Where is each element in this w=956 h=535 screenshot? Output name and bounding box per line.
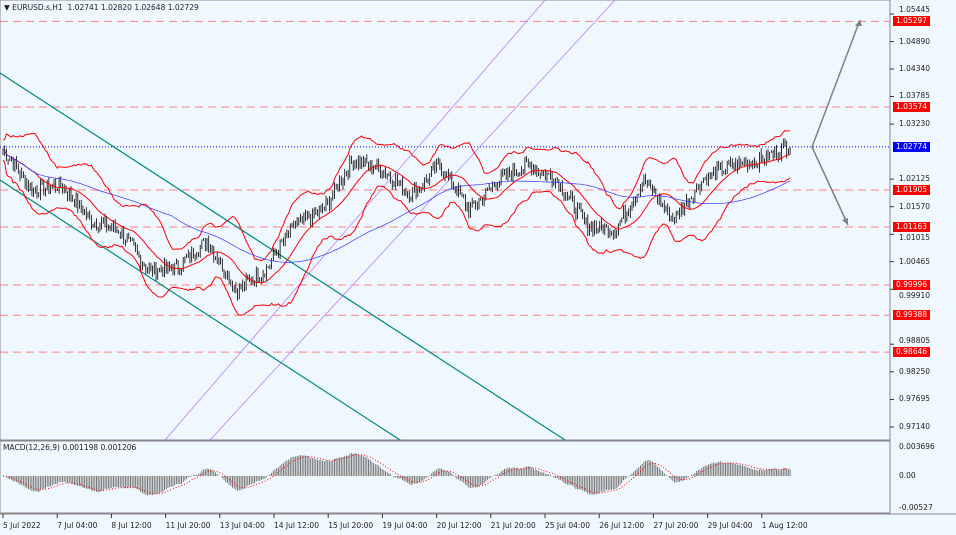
fib-channel-line (164, 0, 546, 441)
price-tick-label: 0.97140 (899, 422, 931, 431)
time-tick-label: 5 Jul 2022 (3, 521, 41, 530)
time-tick-label: 8 Jul 12:00 (111, 521, 152, 530)
time-tick-label: 19 Jul 04:00 (382, 521, 428, 530)
low-value: 1.02648 (134, 3, 166, 12)
bollinger-lower (2, 159, 791, 316)
open-value: 1.02741 (67, 3, 99, 12)
time-tick-label: 27 Jul 20:00 (653, 521, 699, 530)
level-price-tag: 0.98646 (893, 347, 931, 358)
time-tick-label: 29 Jul 04:00 (707, 521, 753, 530)
price-tick-label: 1.04340 (899, 63, 931, 73)
level-price-tag: 1.01163 (893, 221, 931, 232)
price-tick-label: 1.00465 (899, 256, 931, 266)
price-tick-label: 0.98805 (899, 336, 931, 346)
price-tick-label: 1.03230 (899, 119, 931, 129)
level-price-tag: 0.99996 (893, 279, 931, 290)
bollinger-upper (2, 130, 791, 262)
time-tick-label: 26 Jul 12:00 (599, 521, 645, 530)
macd-tick-label: 0.003696 (899, 441, 935, 451)
current-price-tag: 1.02774 (893, 141, 931, 152)
macd-signal: 0.001206 (100, 443, 137, 452)
price-tick-label: 1.04890 (899, 36, 931, 46)
price-tick-label: 0.99910 (899, 290, 931, 300)
time-tick-label: 21 Jul 20:00 (490, 521, 536, 530)
macd-signal-line (2, 454, 791, 495)
trend-channel-upper (0, 72, 566, 441)
price-tick-label: 1.01015 (899, 232, 931, 242)
macd-tick-label: -0.00527 (899, 503, 933, 512)
time-tick-label: 11 Jul 20:00 (165, 521, 211, 530)
symbol-header: ▼ EURUSD.s,H1 1.02741 1.02820 1.02648 1.… (4, 3, 199, 12)
high-value: 1.02820 (100, 3, 132, 12)
macd-main: 0.001198 (62, 443, 99, 452)
time-tick-label: 7 Jul 04:00 (57, 521, 98, 530)
level-price-tag: 1.03574 (893, 102, 931, 113)
macd-tick-label: 0.00 (899, 471, 916, 480)
bollinger-middle (2, 149, 791, 284)
level-price-tag: 1.05297 (893, 16, 931, 27)
time-tick-label: 25 Jul 04:00 (545, 521, 590, 530)
price-tick-label: 1.05445 (899, 5, 931, 15)
time-tick-label: 20 Jul 12:00 (436, 521, 482, 530)
close-value: 1.02729 (167, 3, 199, 12)
price-tick-label: 0.98250 (899, 366, 931, 376)
time-tick-label: 13 Jul 04:00 (219, 521, 265, 530)
macd-label: MACD(12,26,9) 0.001198 0.001206 (3, 443, 136, 452)
trend-channel-lower (0, 179, 401, 441)
macd-name: MACD(12,26,9) (3, 443, 60, 452)
level-price-tag: 0.99388 (893, 310, 931, 321)
time-tick-label: 15 Jul 20:00 (328, 521, 374, 530)
dropdown-triangle-icon[interactable]: ▼ (4, 3, 10, 12)
price-tick-label: 1.02125 (899, 174, 931, 184)
macd-pane (0, 440, 891, 514)
level-price-tag: 1.01905 (893, 185, 931, 196)
time-tick-label: 1 Aug 12:00 (761, 521, 808, 530)
symbol-name: EURUSD.s,H1 (12, 3, 63, 12)
fib-channel-line (209, 0, 616, 441)
moving-average (2, 149, 791, 263)
price-tick-label: 1.03785 (899, 91, 931, 101)
price-tick-label: 1.01570 (899, 201, 931, 211)
time-tick-label: 14 Jul 12:00 (274, 521, 319, 530)
projection-arrows (811, 19, 861, 226)
price-tick-label: 0.97695 (899, 394, 931, 404)
price-pane (0, 0, 891, 441)
